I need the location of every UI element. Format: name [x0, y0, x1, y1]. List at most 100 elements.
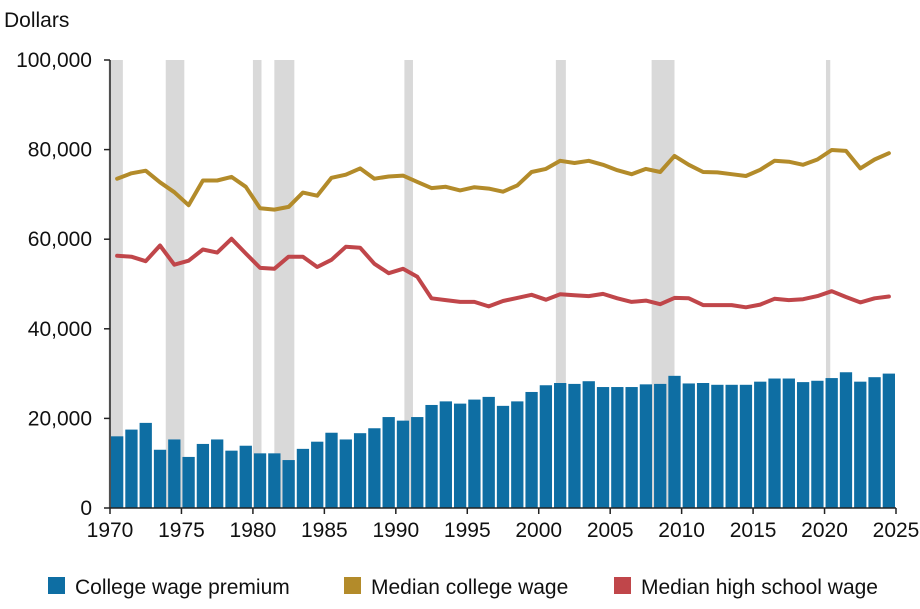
- bar-college-wage-premium: [168, 439, 181, 508]
- bar-college-wage-premium: [668, 375, 681, 508]
- recession-band: [274, 60, 295, 508]
- bar-college-wage-premium: [353, 433, 367, 508]
- bar-college-wage-premium: [725, 384, 738, 508]
- bar-college-wage-premium: [339, 439, 352, 508]
- legend-label: College wage premium: [75, 576, 290, 599]
- bar-college-wage-premium: [796, 382, 810, 508]
- recession-band: [404, 60, 413, 508]
- bar-college-wage-premium: [711, 384, 724, 508]
- bar-college-wage-premium: [325, 432, 338, 508]
- recession-shading-layer: [108, 60, 831, 508]
- x-tick-labels: 1970 1975 1980 1985 1990 1995 2000 2005 2010 2015…: [87, 519, 920, 542]
- x-tick-label: 2025: [873, 519, 920, 542]
- legend-swatch: [48, 577, 65, 594]
- bar-college-wage-premium: [625, 387, 638, 508]
- bar-college-wage-premium: [125, 429, 138, 508]
- bar-college-wage-premium: [453, 403, 467, 508]
- x-tick-label: 1985: [301, 519, 348, 542]
- x-tick-label: 1990: [372, 519, 419, 542]
- y-tick-label: 20,000: [28, 407, 92, 430]
- bar-college-wage-premium: [296, 448, 310, 508]
- bar-college-wage-premium: [768, 378, 781, 508]
- y-tick-label: 100,000: [16, 49, 92, 72]
- bar-college-wage-premium: [754, 381, 767, 508]
- bar-college-wage-premium: [153, 449, 167, 508]
- bar-college-wage-premium: [411, 417, 424, 508]
- bar-college-wage-premium: [268, 453, 281, 508]
- bar-college-wage-premium: [739, 384, 753, 508]
- bar-college-wage-premium: [611, 387, 624, 508]
- legend-item-college-wage-premium: College wage premium: [48, 576, 290, 599]
- bar-college-wage-premium: [782, 378, 795, 508]
- x-tick-label: 1980: [230, 519, 277, 542]
- bar-college-wage-premium: [639, 384, 653, 508]
- x-tick-label: 2005: [587, 519, 634, 542]
- x-tick-label: 1995: [444, 519, 491, 542]
- y-tick-labels: 0 20,000 40,000 60,000 80,000 100,000: [16, 49, 92, 520]
- line-layer: [115, 148, 891, 310]
- bar-college-wage-premium: [696, 383, 710, 508]
- x-tick-label: 2010: [658, 519, 705, 542]
- bar-college-wage-premium: [382, 417, 395, 508]
- bar-college-wage-premium: [511, 401, 524, 508]
- bar-college-wage-premium: [654, 383, 667, 508]
- bar-college-wage-premium: [554, 383, 567, 508]
- line-median-college-wage: [115, 148, 891, 212]
- y-tick-label: 80,000: [28, 139, 92, 162]
- bar-college-wage-premium: [882, 373, 895, 508]
- legend-label: Median high school wage: [641, 576, 878, 599]
- recession-band: [108, 60, 123, 508]
- y-axis-unit-label: Dollars: [4, 9, 69, 32]
- legend-item-median-high-school-wage: Median high school wage: [614, 576, 878, 599]
- recession-band: [252, 60, 262, 508]
- x-tick-label: 2015: [730, 519, 777, 542]
- bar-college-wage-premium: [596, 387, 610, 508]
- y-tick-label: 0: [80, 497, 92, 520]
- bar-layer: [111, 372, 895, 508]
- x-tick-label: 2020: [801, 519, 848, 542]
- bar-college-wage-premium: [811, 380, 824, 508]
- axes-layer: [104, 59, 897, 514]
- legend-swatch: [614, 577, 631, 594]
- bar-college-wage-premium: [482, 396, 495, 508]
- y-tick-label: 60,000: [28, 228, 92, 251]
- bar-college-wage-premium: [525, 391, 538, 508]
- bar-college-wage-premium: [539, 385, 553, 508]
- bar-college-wage-premium: [439, 401, 452, 508]
- x-tick-label: 2000: [515, 519, 562, 542]
- x-tick-label: 1970: [87, 519, 134, 542]
- bar-college-wage-premium: [825, 378, 838, 508]
- bar-college-wage-premium: [282, 460, 295, 508]
- recession-band: [555, 60, 566, 508]
- bar-college-wage-premium: [868, 377, 881, 508]
- bar-college-wage-premium: [239, 445, 252, 508]
- line-median-high-school-wage: [115, 236, 891, 310]
- bar-college-wage-premium: [196, 443, 210, 508]
- legend-item-median-college-wage: Median college wage: [344, 576, 568, 599]
- bar-college-wage-premium: [139, 422, 152, 508]
- bar-college-wage-premium: [182, 456, 195, 508]
- legend-swatch: [344, 577, 361, 594]
- bar-college-wage-premium: [582, 381, 595, 508]
- legend-label: Median college wage: [371, 576, 568, 599]
- bar-college-wage-premium: [311, 441, 324, 508]
- legend: College wage premium Median college wage M…: [48, 576, 878, 599]
- y-tick-label: 40,000: [28, 318, 92, 341]
- bar-college-wage-premium: [253, 453, 267, 508]
- bar-college-wage-premium: [211, 439, 224, 508]
- bar-college-wage-premium: [425, 404, 438, 508]
- bar-college-wage-premium: [225, 450, 238, 508]
- bar-college-wage-premium: [568, 383, 581, 508]
- x-tick-label: 1975: [158, 519, 205, 542]
- bar-college-wage-premium: [468, 399, 481, 508]
- bar-college-wage-premium: [839, 372, 853, 508]
- bar-college-wage-premium: [396, 420, 410, 508]
- recession-band: [165, 60, 185, 508]
- recession-band: [825, 60, 831, 508]
- bar-college-wage-premium: [682, 383, 695, 508]
- bar-college-wage-premium: [496, 405, 510, 508]
- bar-college-wage-premium: [111, 436, 124, 508]
- bar-college-wage-premium: [854, 381, 867, 508]
